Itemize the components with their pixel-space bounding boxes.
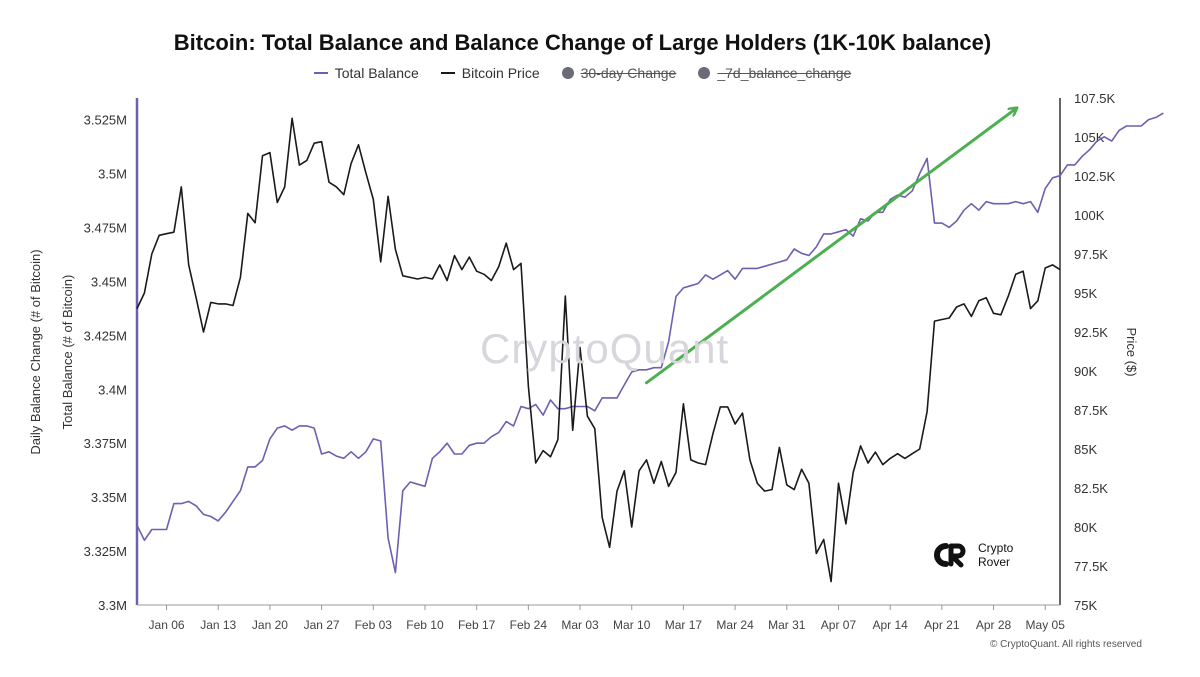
legend-item-30-day-change[interactable]: 30-day Change [561,65,677,81]
x-tick-label: Jan 06 [149,618,185,632]
x-tick-label: Mar 31 [768,618,806,632]
right-tick-label: 77.5K [1074,559,1108,574]
left-tick-label: 3.35M [91,490,127,505]
cr-logo-icon [934,543,966,568]
x-tick-label: Feb 17 [458,618,496,632]
legend-label: _7d_balance_change [717,65,852,81]
legend-marker [698,67,711,79]
left-tick-label: 3.425M [84,328,127,343]
right-tick-label: 95K [1074,286,1097,301]
chart-legend: Total Balance Bitcoin Price 30-day Chang… [0,65,1165,81]
legend-item-7d-balance-change[interactable]: _7d_balance_change [698,65,851,81]
left-tick-label: 3.5M [98,167,127,182]
left-axis-title-balance-change: Daily Balance Change (# of Bitcoin) [28,249,43,454]
right-tick-label: 87.5K [1074,403,1108,418]
x-tick-label: Jan 13 [200,618,236,632]
x-tick-label: Mar 17 [665,618,703,632]
x-tick-label: Feb 10 [406,618,444,632]
x-tick-label: May 05 [1026,618,1066,632]
copyright-notice: © CryptoQuant. All rights reserved [990,639,1142,650]
left-tick-label: 3.475M [84,220,127,235]
brand-name: Crypto Rover [978,541,1014,569]
x-tick-label: Apr 14 [872,618,908,632]
right-tick-label: 102.5K [1074,169,1116,184]
right-tick-label: 92.5K [1074,325,1108,340]
x-tick-label: Feb 24 [510,618,548,632]
series-line-bitcoin-price [136,117,1061,583]
legend-label: 30-day Change [580,65,677,81]
x-tick-label: Jan 20 [252,618,288,632]
left-tick-label: 3.4M [98,382,127,397]
left-tick-label: 3.525M [84,113,127,128]
x-tick-label: Apr 28 [976,618,1012,632]
left-tick-label: 3.375M [84,436,127,451]
x-tick-label: Mar 24 [716,618,754,632]
legend-item-bitcoin-price[interactable]: Bitcoin Price [440,65,540,81]
left-tick-label: 3.45M [91,274,127,289]
right-tick-label: 85K [1074,442,1097,457]
series-line-total-balance [136,112,1164,574]
legend-label: Bitcoin Price [461,65,540,81]
x-tick-label: Feb 03 [355,618,393,632]
x-tick-label: Mar 03 [561,618,599,632]
right-tick-label: 97.5K [1074,247,1108,262]
x-tick-label: Apr 07 [821,618,857,632]
brand-badge: Crypto Rover [930,541,1013,569]
left-axis-title-total-balance: Total Balance (# of Bitcoin) [60,275,75,430]
left-tick-label: 3.3M [98,598,127,613]
right-tick-label: 75K [1074,598,1097,613]
legend-marker [561,67,574,79]
chart-title: Bitcoin: Total Balance and Balance Chang… [173,30,992,55]
left-tick-label: 3.325M [84,544,127,559]
x-tick-label: Mar 10 [613,618,651,632]
right-tick-label: 90K [1074,364,1097,379]
right-axis-title: Price ($) [1124,327,1139,376]
legend-marker [440,72,455,74]
right-tick-label: 105K [1074,130,1105,145]
legend-label: Total Balance [334,65,419,81]
x-tick-label: Apr 21 [924,618,960,632]
x-tick-label: Jan 27 [304,618,340,632]
legend-marker [313,72,328,74]
right-tick-label: 107.5K [1074,91,1116,106]
right-tick-label: 100K [1074,208,1105,223]
right-tick-label: 82.5K [1074,481,1108,496]
trend-arrow [644,109,1015,385]
right-tick-label: 80K [1074,520,1097,535]
legend-item-total-balance[interactable]: Total Balance [313,65,419,81]
